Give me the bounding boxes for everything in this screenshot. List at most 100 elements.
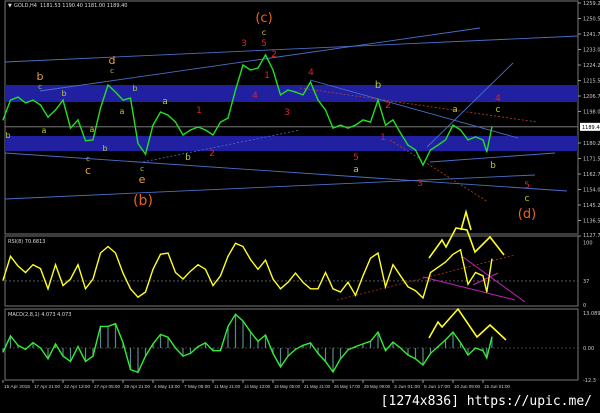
rsi-line-point <box>491 258 493 260</box>
rsi-line-point <box>122 272 124 274</box>
time-tick-label: 15 Apr 2015 <box>4 384 31 389</box>
rsi-line <box>2 242 493 300</box>
macd-line-point <box>347 349 349 351</box>
price-line-point <box>384 124 387 126</box>
rsi-line-point <box>99 252 102 254</box>
projection-arrow <box>428 227 505 259</box>
trendline <box>309 79 519 139</box>
price-line-point <box>317 99 319 101</box>
wave-label: b <box>102 144 107 153</box>
rsi-line-point <box>227 255 229 257</box>
macd-line-point <box>317 352 319 354</box>
price-line-point <box>77 119 79 121</box>
price-line-point <box>54 109 57 111</box>
price-line-point <box>332 127 334 129</box>
price-tick-label: 1250.54 <box>583 17 600 23</box>
price-line-point <box>62 99 64 101</box>
price-line-point <box>17 96 19 98</box>
macd-line-point <box>17 344 19 346</box>
price-line-point <box>69 127 72 129</box>
rsi-line-point <box>159 253 162 255</box>
trendline <box>426 62 514 148</box>
price-line-point <box>294 91 297 93</box>
rsi-line-point <box>444 261 447 263</box>
wave-label: 1 <box>380 133 386 143</box>
rsi-line-point <box>482 275 484 277</box>
rsi-line-point <box>17 265 19 267</box>
wave-label: 4 <box>495 94 501 104</box>
macd-line-point <box>459 342 462 344</box>
time-tick-label: 29 Apr 21:00 <box>124 384 150 389</box>
price-line-point <box>92 139 94 141</box>
wave-label: b <box>490 161 496 171</box>
macd-line-point <box>129 369 132 371</box>
time-tick-label: 10 Jun 09:00 <box>454 384 480 389</box>
price-line-point <box>362 119 364 121</box>
macd-line-point <box>354 346 357 348</box>
time-tick-label: 27 Apr 05:00 <box>94 384 120 389</box>
macd-line-point <box>204 342 207 344</box>
rsi-dotted-trendline <box>336 254 516 301</box>
rsi-line-point <box>459 249 462 251</box>
wave-label: c <box>110 67 114 75</box>
macd-line-point <box>212 350 214 352</box>
price-line-point <box>2 119 4 121</box>
price-line-point <box>491 126 493 128</box>
price-line-point <box>107 84 109 86</box>
macd-line-point <box>384 350 387 352</box>
rsi-line-point <box>467 283 469 285</box>
macd-line-point <box>279 366 282 368</box>
rsi-line-point <box>414 290 417 292</box>
macd-line-point <box>429 352 432 354</box>
price-tick-label: 1198.04 <box>583 110 600 116</box>
price-line-point <box>189 129 192 131</box>
macd-line-point <box>377 331 379 333</box>
wave-label: 3 <box>241 39 247 49</box>
time-tick-label: 14 May 13:00 <box>244 384 270 389</box>
rsi-line-point <box>347 281 349 283</box>
price-line-point <box>422 164 424 166</box>
rsi-line-point <box>354 294 357 296</box>
price-line-point <box>152 124 154 126</box>
wave-label: a <box>90 125 95 134</box>
rsi-line-point <box>234 242 237 244</box>
price-line-point <box>212 134 214 136</box>
rsi-line-point <box>77 264 79 266</box>
price-tick-label: 1162.79 <box>583 172 600 178</box>
wave-label: c <box>496 105 501 115</box>
price-line-point <box>437 144 439 146</box>
price-line-point <box>452 124 454 126</box>
rsi-line-point <box>219 275 222 277</box>
price-line-point <box>99 107 102 109</box>
rsi-line-point <box>9 255 12 257</box>
macd-line-point <box>362 343 364 345</box>
wave-label: 1 <box>196 106 202 116</box>
price-tick-label: 1136.54 <box>583 218 600 224</box>
macd-tick-label: 13.089 <box>583 311 600 317</box>
price-line-point <box>234 89 237 91</box>
rsi-trendline <box>422 276 516 301</box>
macd-line-point <box>392 341 394 343</box>
macd-line-point <box>122 342 124 344</box>
time-tick-label: 11 May 21:00 <box>214 384 240 389</box>
macd-line-point <box>84 360 87 363</box>
rsi-line-point <box>339 291 342 293</box>
macd-line-point <box>242 320 244 322</box>
price-tick-label: 1241.79 <box>583 32 600 38</box>
macd-line-point <box>437 346 439 348</box>
macd-pane <box>4 308 579 381</box>
price-line-point <box>9 99 12 101</box>
price-line-point <box>182 134 184 136</box>
rsi-line-point <box>369 257 372 259</box>
price-line-point <box>272 69 274 71</box>
time-tick-label: 7 May 05:00 <box>184 384 211 389</box>
time-tick-label: 15 Jun 01:00 <box>484 384 510 389</box>
macd-line-point <box>189 352 192 354</box>
macd-line-point <box>152 343 154 345</box>
macd-line-point <box>144 355 147 357</box>
rsi-line-point <box>324 271 327 274</box>
rsi-title: RSI(8) 70.6813 <box>8 239 45 245</box>
rsi-line-point <box>144 291 147 293</box>
time-tick-label: 17 Apr 21:00 <box>34 384 60 389</box>
rsi-line-point <box>204 268 207 270</box>
